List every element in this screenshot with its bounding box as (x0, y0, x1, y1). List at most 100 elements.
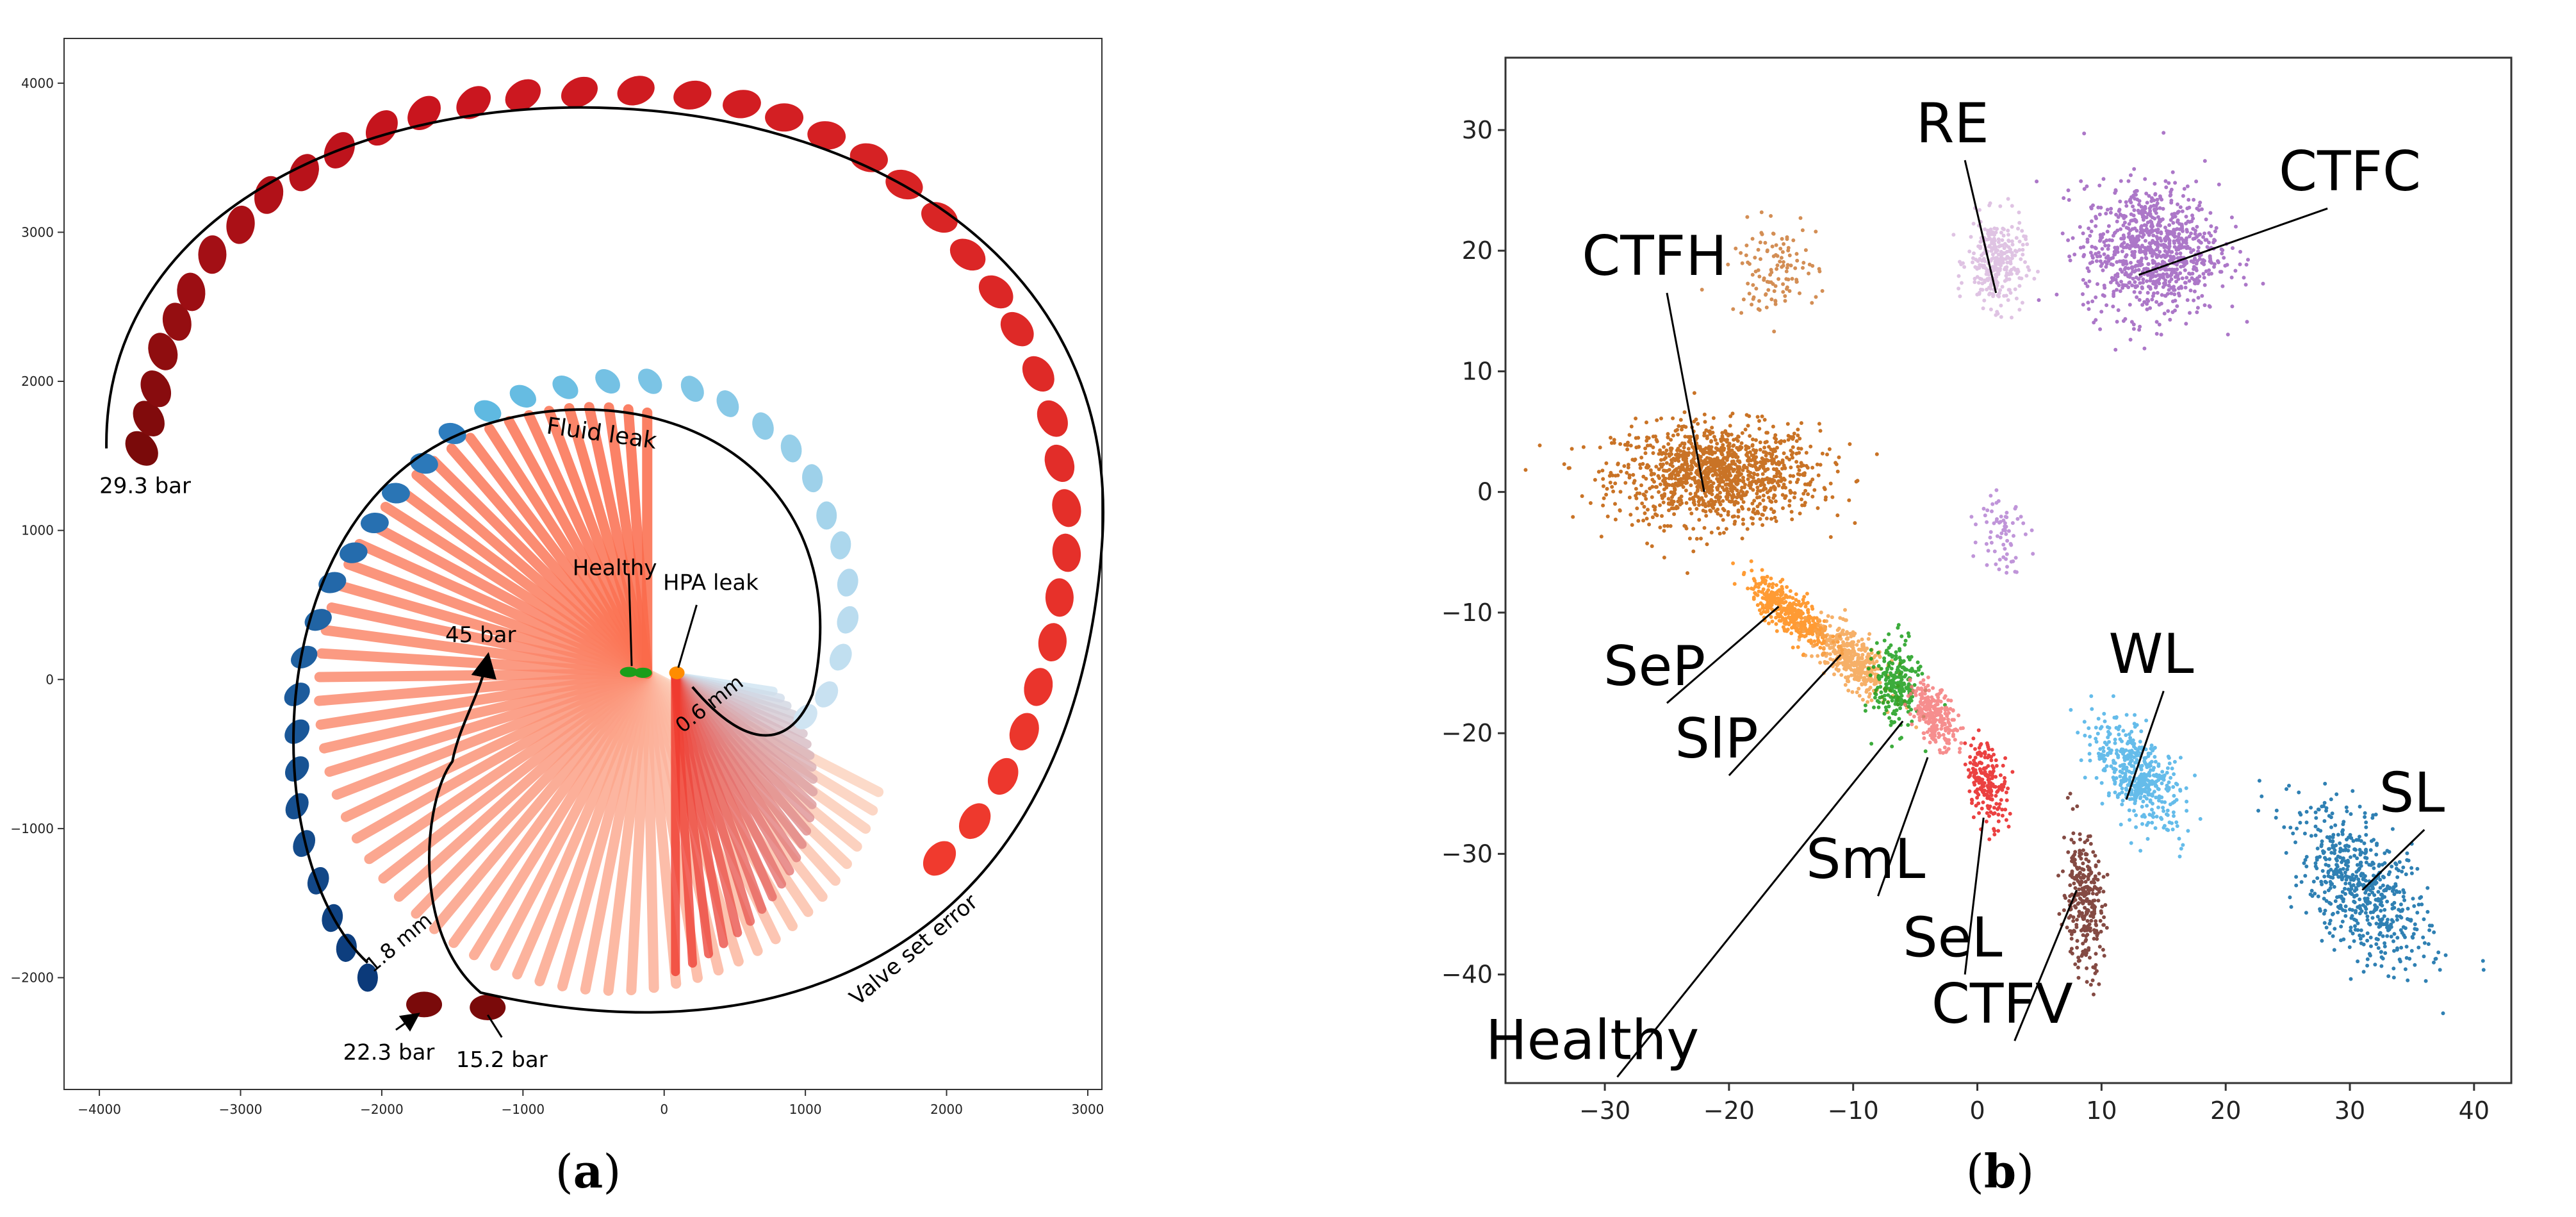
chart-a-xtick-label: 0 (660, 1102, 668, 1117)
chart-a-fluid-blob (284, 756, 309, 782)
chart-a-valve-blob (133, 401, 165, 437)
chart-b-label-sep: SeP (1604, 634, 1705, 699)
chart-b-cluster-points (2035, 131, 2265, 352)
chart-a-valve-blob (148, 333, 178, 370)
chart-a-valve-blob (198, 235, 227, 274)
chart-b-leader-ctfh (1666, 292, 1705, 492)
chart-b-ytick-label: −10 (1441, 599, 1493, 627)
panel-label-b: (b) (1966, 1144, 2035, 1198)
chart-b-xtick-label: −20 (1703, 1097, 1755, 1125)
chart-b-ytick-label: 20 (1462, 236, 1493, 265)
chart-b-label-ctfc: CTFC (2279, 140, 2421, 204)
chart-b-cluster-points (1863, 623, 1947, 754)
chart-a-xtick-label: −4000 (78, 1102, 121, 1117)
chart-b-label-re: RE (1916, 92, 1989, 156)
chart-b-xtick-label: 30 (2334, 1097, 2365, 1125)
chart-b-cluster-points (2069, 694, 2203, 859)
chart-a-fluid-blob (829, 643, 852, 671)
chart-b-cluster-ctfh (1523, 391, 1879, 575)
chart-b-cluster-re (1951, 197, 2040, 320)
chart-a-valve-blob (617, 76, 655, 106)
chart-b-satellite-points (1700, 210, 1825, 334)
chart-a-valve-blob (177, 272, 206, 311)
chart-a-fluid-blob (802, 464, 823, 493)
chart-a-valve-blob (923, 841, 956, 876)
chart-a-fluid-blob (284, 719, 310, 744)
chart-b-cluster-points (1963, 728, 2015, 841)
chart-a-hpa-leader (677, 604, 698, 668)
panel-label-b-close: ) (2016, 1145, 2035, 1198)
chart-a-ytick-label: 3000 (21, 224, 54, 240)
chart-b-cluster-sml (1903, 675, 1965, 755)
chart-a-valve-blob (1000, 311, 1034, 347)
chart-a-valve-blob (1009, 713, 1039, 750)
chart-a-valve-blob (807, 121, 846, 150)
chart-a-fluid-blob (474, 400, 502, 422)
chart-a-valve-blob (125, 431, 158, 466)
chart-b-xtick-label: 0 (1969, 1097, 1985, 1125)
chart-a-xtick-label: 3000 (1072, 1102, 1104, 1117)
chart-b-label-ctfh: CTFH (1582, 224, 1727, 288)
chart-a-152-leader (486, 1014, 503, 1038)
panel-label-a: (a) (555, 1144, 621, 1198)
chart-b-cluster-points (1731, 559, 1844, 661)
chart-b-satellite-points (1969, 488, 2035, 575)
chart-a-fluid-blob (339, 542, 368, 563)
chart-b-ytick-label: −30 (1441, 840, 1493, 868)
chart-a-healthy-blob (634, 667, 652, 678)
chart-a-fluid-blob (637, 368, 662, 394)
chart-a-healthy-blob (619, 666, 638, 677)
chart-a-valve-blob (949, 238, 986, 271)
chart-b-leader-sel (1964, 817, 1985, 975)
chart-a-fluid-blob (830, 531, 851, 559)
chart-a-valve-blob (958, 803, 991, 840)
chart-a-valve-blob (1037, 400, 1068, 437)
chart-b-cluster-points (1796, 608, 1919, 729)
chart-b-xtick-label: −30 (1579, 1097, 1630, 1125)
chart-b-label-slp: SlP (1675, 707, 1758, 771)
chart-a-xtick-label: 1000 (789, 1102, 822, 1117)
chart-a-annotation: 22.3 bar (343, 1039, 434, 1065)
chart-b-xtick-label: −10 (1828, 1097, 1879, 1125)
chart-a-fluid-blob (793, 704, 817, 730)
chart-b-xtick-label: 20 (2210, 1097, 2241, 1125)
chart-a-valve-blob (1052, 489, 1081, 527)
chart-b-cluster-wl (2069, 694, 2203, 859)
chart-a-isolated-blob (470, 995, 506, 1021)
panel-label-a-close: ) (603, 1145, 621, 1198)
chart-a-fluid-blob (336, 934, 357, 962)
chart-b-leader-ctfv (2014, 890, 2078, 1041)
chart-b-label-healthy: Healthy (1486, 1008, 1699, 1072)
chart-a-valve-blob (505, 79, 541, 112)
chart-a-fluid-blob (552, 375, 578, 399)
chart-a-fluid-blob (357, 963, 378, 992)
chart-a-annotation: 45 bar (445, 622, 516, 648)
chart-b-xtick-label: 40 (2459, 1097, 2490, 1125)
chart-b-cluster-sep (1731, 559, 1844, 661)
chart-a-fluid-blob (438, 422, 466, 445)
chart-b-leader-wl (2125, 690, 2165, 800)
chart-a-xtick-label: −3000 (219, 1102, 263, 1117)
chart-a-valve-blob (140, 370, 172, 408)
chart-b-label-sml: SmL (1806, 827, 1925, 891)
chart-a-valve-blob (1024, 668, 1053, 706)
chart-b-ytick-label: 30 (1462, 116, 1493, 144)
chart-a-valve-blob (289, 154, 319, 192)
chart-a-valve-curve (105, 106, 1104, 1014)
chart-b-leader-slp (1728, 654, 1842, 777)
chart-a-valve-blob (1038, 623, 1067, 662)
chart-a-valve-blob (723, 90, 761, 119)
chart-a-valve-blob (987, 758, 1019, 795)
chart-b-ytick-label: 0 (1477, 478, 1493, 506)
chart-b-xtick-label: 10 (2086, 1097, 2117, 1125)
chart-b-ytick-label: −20 (1441, 719, 1493, 747)
panel-label-b-letter: b (1983, 1144, 2017, 1198)
chart-a-fluid-blob (716, 390, 739, 417)
chart-b-cluster-slp (1796, 608, 1919, 729)
chart-a-fluid-blob (307, 866, 329, 895)
chart-a-ytick-label: 2000 (21, 374, 54, 389)
chart-a-valve-blob (1045, 578, 1074, 617)
chart-a-valve-blob (921, 202, 958, 233)
